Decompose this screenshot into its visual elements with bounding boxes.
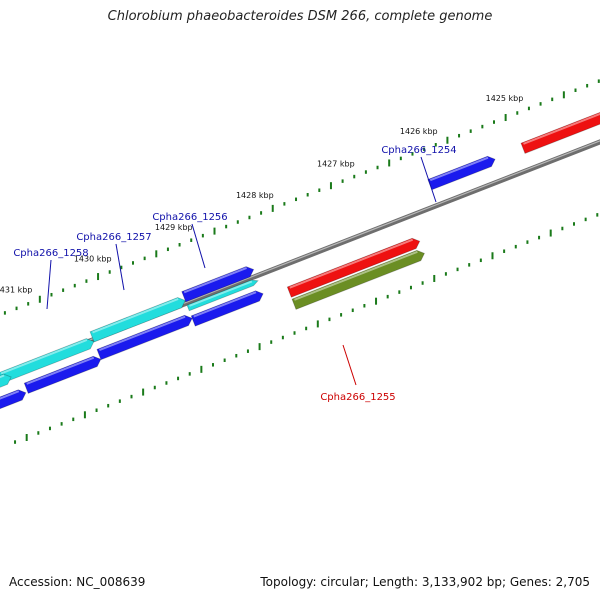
gene-arrow-cpha266-1256-blue2[interactable] <box>190 290 264 327</box>
gene-arrow-cpha266-1256-blue2-body <box>190 290 264 327</box>
scale-label-1425: 1425 kbp <box>486 94 524 103</box>
gene-arrow-1259-cyan-highlight <box>0 374 5 379</box>
gene-arrow-cpha266-1255-red-body <box>286 237 421 298</box>
gene-arrow-1253-partial-body <box>520 111 600 154</box>
gene-label-cpha266-1254[interactable]: Cpha266_1254 <box>381 145 456 156</box>
gene-arrow-cpha266-1256-cyan-highlight <box>189 280 253 307</box>
gene-arrow-1259-cyan[interactable] <box>0 373 12 393</box>
map-title: Chlorobium phaeobacteroides DSM 266, com… <box>107 9 493 24</box>
gene-label-cpha266-1257[interactable]: Cpha266_1257 <box>76 232 151 243</box>
gene-arrow-1259-blue[interactable] <box>0 389 27 412</box>
leader-line-cpha266-1258 <box>46 259 52 310</box>
gene-arrow-cpha266-1257-cyan-highlight <box>92 298 179 334</box>
gene-arrow-cpha266-1257-cyan[interactable] <box>89 297 186 343</box>
gene-arrow-1253-partial-highlight <box>523 112 600 145</box>
gene-arrow-cpha266-1258-blue[interactable] <box>23 355 102 394</box>
scale-label-1430: 1430 kbp <box>74 254 112 263</box>
outer-tick-track <box>3 79 600 315</box>
gene-label-cpha266-1256[interactable]: Cpha266_1256 <box>152 212 227 223</box>
gene-arrow-cpha266-1255-red-highlight <box>289 238 414 289</box>
gene-arrow-cpha266-1256-body <box>181 266 255 303</box>
leader-line-cpha266-1255 <box>342 344 357 386</box>
gene-arrow-cpha266-1256-cyan-body <box>186 279 259 312</box>
gene-arrow-cpha266-1257-blue[interactable] <box>96 314 193 361</box>
gene-arrow-cpha266-1254-highlight <box>429 156 489 182</box>
gene-arrow-cpha266-1256[interactable] <box>181 266 255 303</box>
gene-arrow-1253-partial[interactable] <box>520 105 600 154</box>
gene-arrow-1259-cyan-body <box>0 373 12 388</box>
gene-arrow-cpha266-1255-olive[interactable] <box>291 249 425 310</box>
scale-labels: 1425 kbp 1426 kbp 1427 kbp 1428 kbp 1429 kbp… <box>0 94 523 295</box>
genome-summary-text: Topology: circular; Length: 3,133,902 bp… <box>260 575 590 589</box>
leader-line-cpha266-1256 <box>191 223 206 269</box>
accession-text: Accession: NC_008639 <box>9 575 146 589</box>
gene-arrow-1259-blue-highlight <box>0 390 20 400</box>
gene-label-cpha266-1255[interactable]: Cpha266_1255 <box>320 392 395 403</box>
gene-arrow-cpha266-1258-blue-body <box>23 355 102 394</box>
gene-arrow-1259-blue-body <box>0 389 27 410</box>
gene-arrow-cpha266-1256-blue2-highlight <box>193 291 257 318</box>
gene-arrow-cpha266-1256-highlight <box>183 267 247 294</box>
scale-label-1429: 1429 kbp <box>155 223 193 232</box>
scale-label-1426: 1426 kbp <box>400 127 438 136</box>
leader-line-cpha266-1254 <box>420 156 437 203</box>
gene-arrow-cpha266-1256-cyan[interactable] <box>186 279 259 312</box>
leader-line-cpha266-1257 <box>115 243 125 291</box>
gene-arrow-cpha266-1258-cyan-highlight <box>0 339 88 375</box>
gene-arrow-cpha266-1257-cyan-body <box>89 297 186 343</box>
gene-labels: Cpha266_1254Cpha266_1255Cpha266_1256Cpha… <box>13 145 456 403</box>
scale-label-1427: 1427 kbp <box>317 160 355 169</box>
gene-arrow-cpha266-1257-blue-highlight <box>99 315 186 352</box>
gene-arrow-cpha266-1255-red[interactable] <box>286 237 421 298</box>
scale-label-1431: 1431 kbp <box>0 285 32 294</box>
scale-label-1428: 1428 kbp <box>236 191 274 200</box>
gene-arrow-cpha266-1257-blue-body <box>96 314 193 361</box>
gene-arrow-cpha266-1258-blue-highlight <box>26 356 95 385</box>
inner-tick-track <box>14 213 599 444</box>
gene-features <box>0 105 600 412</box>
gene-arrow-cpha266-1255-olive-highlight <box>294 250 418 301</box>
gene-label-cpha266-1258[interactable]: Cpha266_1258 <box>13 248 88 259</box>
gene-arrow-cpha266-1255-olive-body <box>291 249 425 310</box>
